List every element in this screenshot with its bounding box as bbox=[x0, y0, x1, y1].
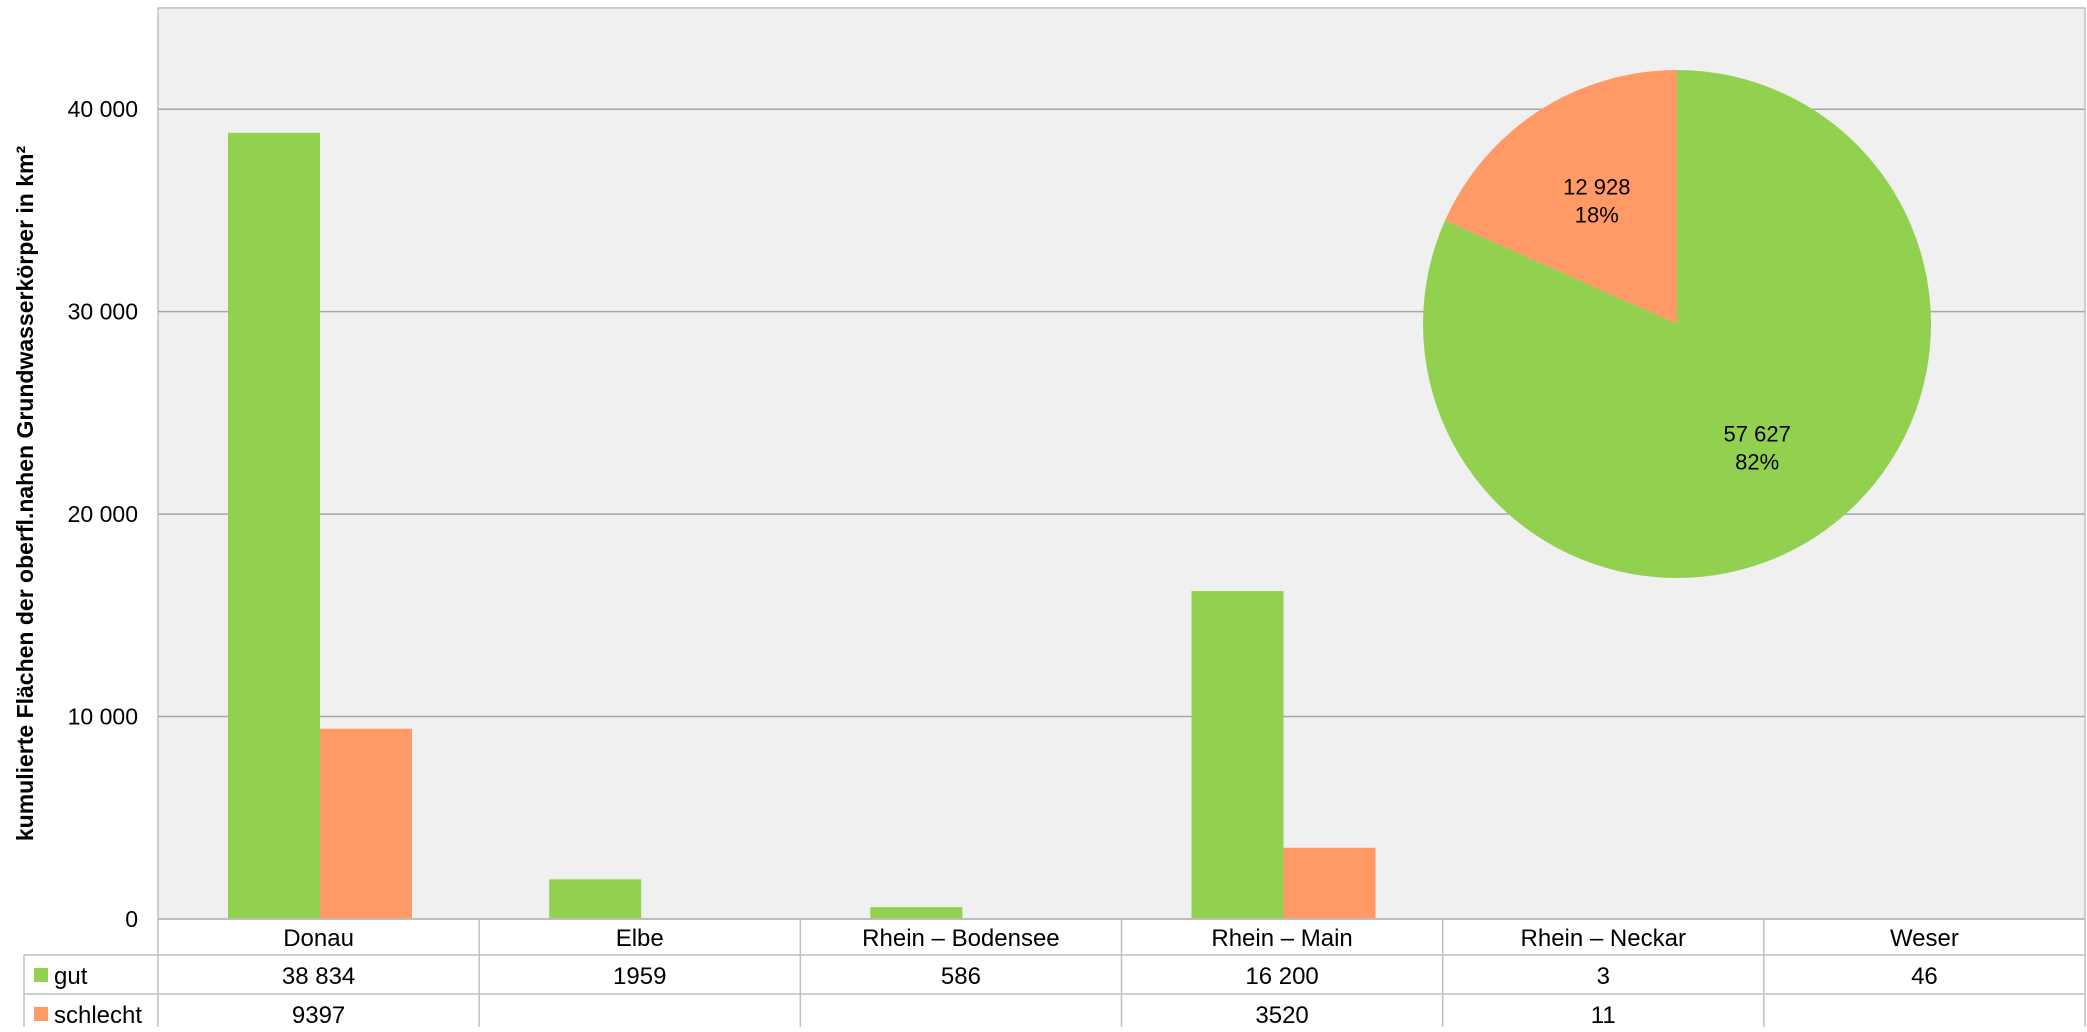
legend-label-schlecht: schlecht bbox=[54, 1002, 142, 1027]
category-label: Rhein – Main bbox=[1211, 925, 1352, 952]
table-cell-gut-4: 3 bbox=[1597, 963, 1610, 990]
category-label: Rhein – Neckar bbox=[1521, 925, 1686, 952]
table-cell-schlecht-3: 3520 bbox=[1255, 1002, 1308, 1027]
table-cell-schlecht-4: 11 bbox=[1591, 1002, 1616, 1027]
table-cell-gut-1: 1959 bbox=[613, 963, 666, 990]
pie-value-label: 12 928 bbox=[1563, 174, 1630, 199]
y-tick-label: 10 000 bbox=[68, 704, 138, 730]
y-tick-label: 0 bbox=[125, 906, 138, 932]
pie-percent-label: 18% bbox=[1575, 202, 1619, 227]
legend-key-schlecht bbox=[34, 1007, 48, 1021]
category-label: Elbe bbox=[616, 925, 664, 952]
y-tick-label: 20 000 bbox=[68, 501, 138, 527]
pie-percent-label: 82% bbox=[1735, 450, 1779, 475]
bar-gut-2 bbox=[870, 907, 962, 919]
bar-schlecht-3 bbox=[1284, 848, 1376, 919]
bar-gut-1 bbox=[549, 879, 641, 919]
legend-label-gut: gut bbox=[54, 963, 88, 990]
table-cell-gut-0: 38 834 bbox=[282, 963, 355, 990]
y-axis-ticks: 0 10 000 20 000 30 000 40 000 bbox=[68, 96, 138, 932]
table-cell-gut-3: 16 200 bbox=[1245, 963, 1318, 990]
bar-gut-0 bbox=[228, 133, 320, 919]
table-cell-gut-5: 46 bbox=[1911, 963, 1938, 990]
legend-key-gut bbox=[34, 968, 48, 982]
category-label: Weser bbox=[1890, 925, 1959, 952]
bar-schlecht-0 bbox=[320, 729, 412, 919]
data-table: Donau Elbe Rhein – Bodensee Rhein – Main Rhe… bbox=[24, 919, 2085, 1027]
category-label: Rhein – Bodensee bbox=[862, 925, 1059, 952]
y-tick-label: 30 000 bbox=[68, 299, 138, 325]
table-cell-gut-2: 586 bbox=[941, 963, 981, 990]
y-axis-label: kumulierte Flächen der oberfl.nahen Grun… bbox=[12, 146, 38, 842]
bar-gut-3 bbox=[1192, 591, 1284, 919]
table-cell-schlecht-0: 9397 bbox=[292, 1002, 345, 1027]
category-label: Donau bbox=[283, 925, 354, 952]
pie-value-label: 57 627 bbox=[1724, 422, 1791, 447]
pie-chart: 57 627 82% 12 928 18% bbox=[1423, 70, 1931, 578]
y-tick-label: 40 000 bbox=[68, 96, 138, 122]
